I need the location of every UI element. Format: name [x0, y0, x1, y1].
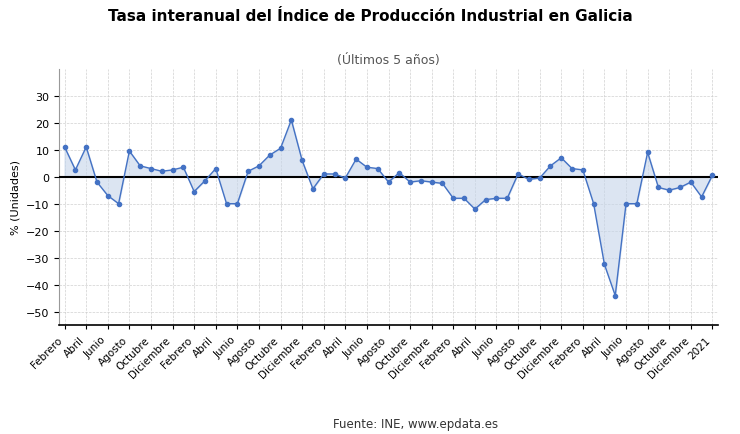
Text: Tasa interanual del Índice de Producción Industrial en Galicia: Tasa interanual del Índice de Producción… [107, 9, 633, 23]
Legend: Tasa interanual del IPI: Tasa interanual del IPI [65, 431, 232, 434]
Title: (Últimos 5 años): (Últimos 5 años) [337, 54, 440, 67]
Text: Fuente: INE, www.epdata.es: Fuente: INE, www.epdata.es [333, 417, 498, 430]
Y-axis label: % (Unidades): % (Unidades) [10, 160, 21, 235]
